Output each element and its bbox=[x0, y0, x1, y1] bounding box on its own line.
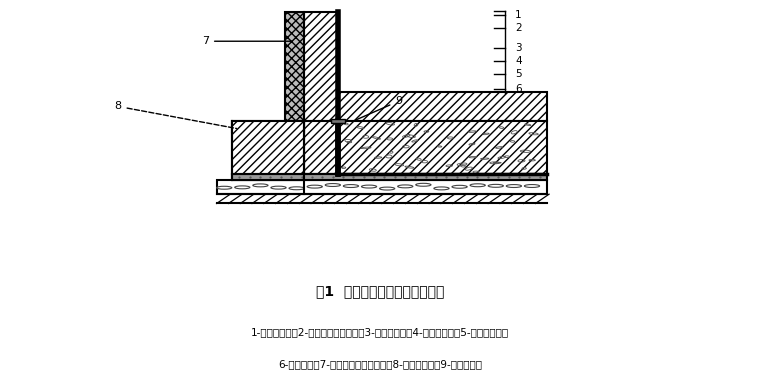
Polygon shape bbox=[338, 92, 547, 121]
Ellipse shape bbox=[379, 187, 394, 190]
Ellipse shape bbox=[217, 186, 232, 189]
Polygon shape bbox=[285, 12, 304, 121]
Polygon shape bbox=[217, 180, 547, 194]
Text: 3: 3 bbox=[515, 43, 522, 53]
Ellipse shape bbox=[235, 186, 250, 189]
Polygon shape bbox=[304, 121, 547, 174]
Ellipse shape bbox=[289, 187, 304, 190]
Text: 2: 2 bbox=[515, 23, 522, 33]
Polygon shape bbox=[232, 174, 547, 180]
Ellipse shape bbox=[271, 186, 286, 189]
Ellipse shape bbox=[434, 187, 449, 190]
Ellipse shape bbox=[253, 184, 268, 187]
Polygon shape bbox=[304, 12, 338, 121]
Ellipse shape bbox=[344, 185, 359, 187]
Ellipse shape bbox=[452, 185, 467, 188]
Bar bbox=[331, 119, 345, 124]
Ellipse shape bbox=[325, 184, 340, 187]
Polygon shape bbox=[338, 121, 547, 132]
Ellipse shape bbox=[362, 185, 377, 188]
Text: 5: 5 bbox=[515, 70, 522, 79]
Text: 6: 6 bbox=[515, 84, 522, 94]
Text: 8: 8 bbox=[115, 101, 236, 128]
Ellipse shape bbox=[397, 185, 413, 188]
Ellipse shape bbox=[307, 185, 322, 188]
Ellipse shape bbox=[416, 183, 431, 186]
Ellipse shape bbox=[470, 184, 486, 187]
Polygon shape bbox=[232, 121, 304, 180]
Text: 7: 7 bbox=[202, 36, 292, 46]
Ellipse shape bbox=[506, 185, 521, 187]
Ellipse shape bbox=[488, 184, 503, 187]
Text: 1: 1 bbox=[515, 10, 522, 20]
Text: 4: 4 bbox=[515, 56, 522, 66]
Text: 6-素土夯实；7-挤塑聚苯乙烯泡沫板；8-砖砌模板墙；9-钢板止水带: 6-素土夯实；7-挤塑聚苯乙烯泡沫板；8-砖砌模板墙；9-钢板止水带 bbox=[278, 359, 482, 369]
Text: 1-混凝土底板；2-细石混凝土保护层；3-涂膜防水层；4-砂浆找平层；5-混凝土垫层；: 1-混凝土底板；2-细石混凝土保护层；3-涂膜防水层；4-砂浆找平层；5-混凝土… bbox=[251, 327, 509, 337]
Ellipse shape bbox=[524, 185, 540, 187]
Polygon shape bbox=[232, 121, 304, 132]
Text: 9: 9 bbox=[356, 96, 402, 120]
Text: 图1  地下室聚氨酯涂膜防水构造: 图1 地下室聚氨酯涂膜防水构造 bbox=[316, 284, 444, 298]
